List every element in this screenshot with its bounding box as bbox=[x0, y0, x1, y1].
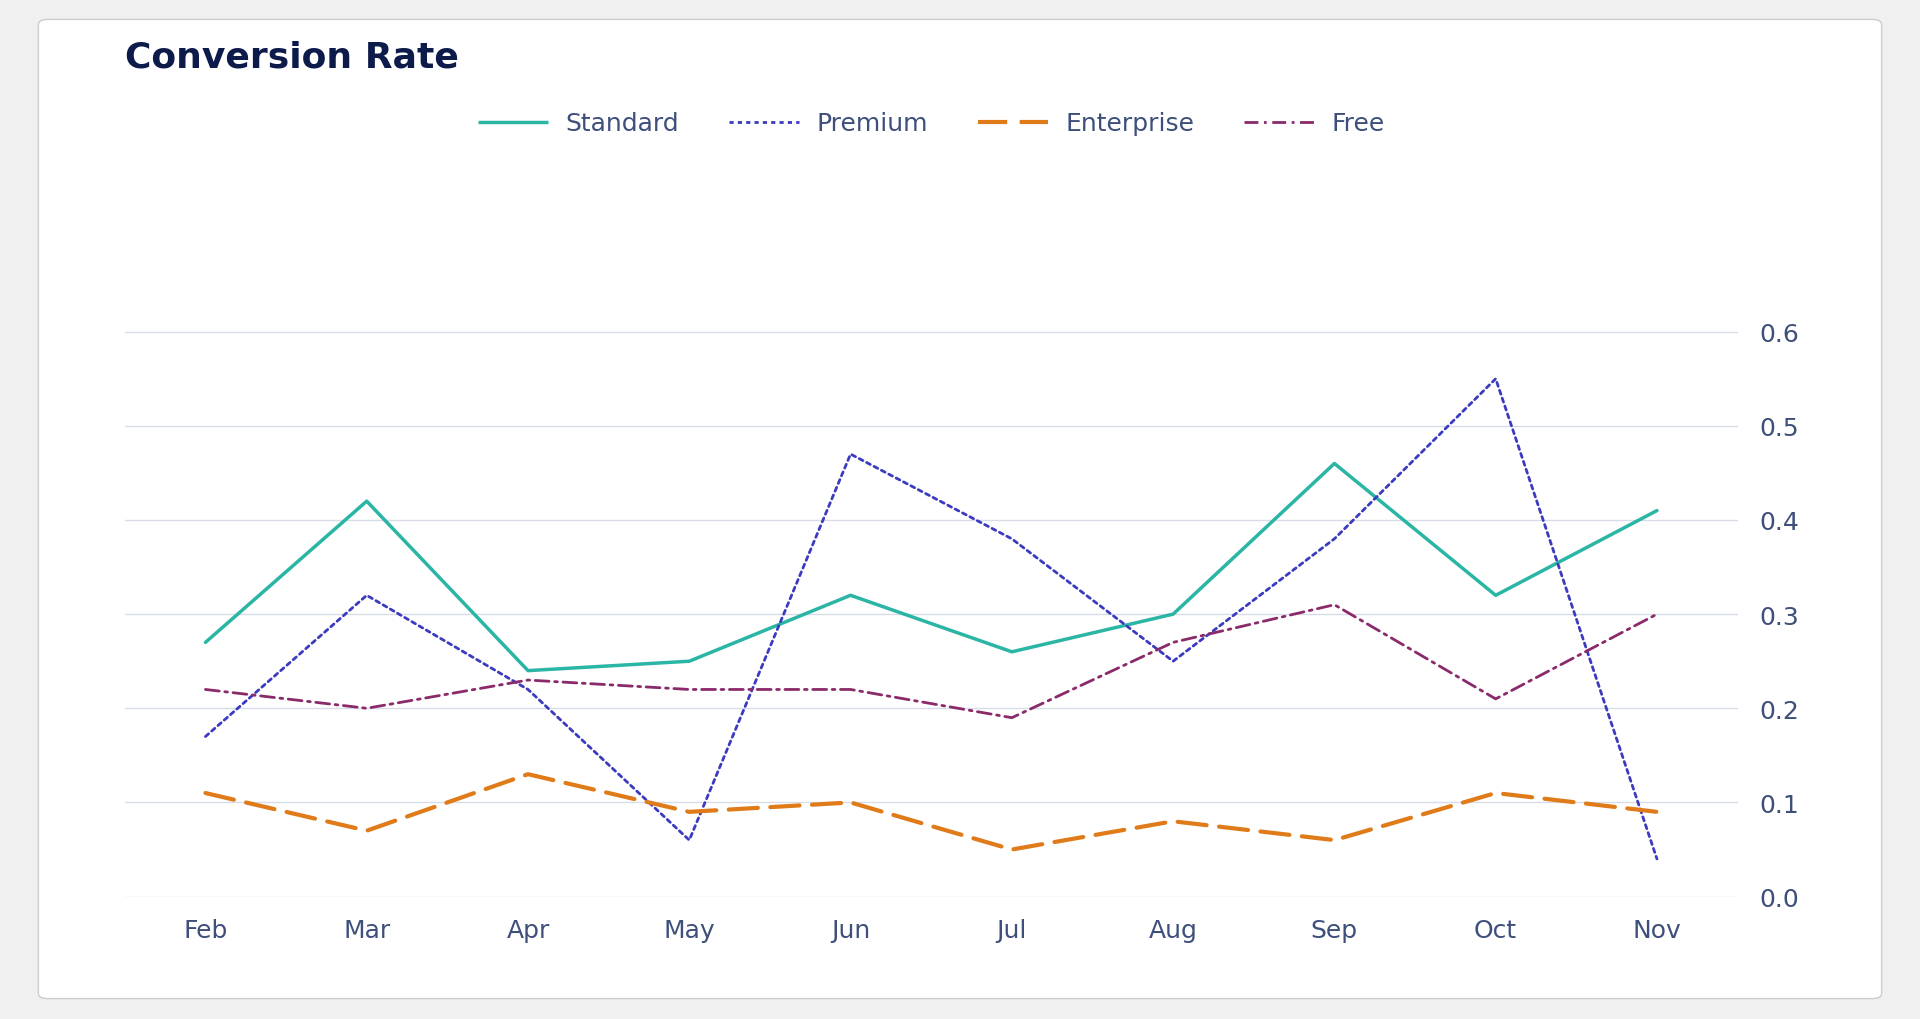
Legend: Standard, Premium, Enterprise, Free: Standard, Premium, Enterprise, Free bbox=[467, 102, 1396, 146]
Text: Conversion Rate: Conversion Rate bbox=[125, 41, 459, 74]
